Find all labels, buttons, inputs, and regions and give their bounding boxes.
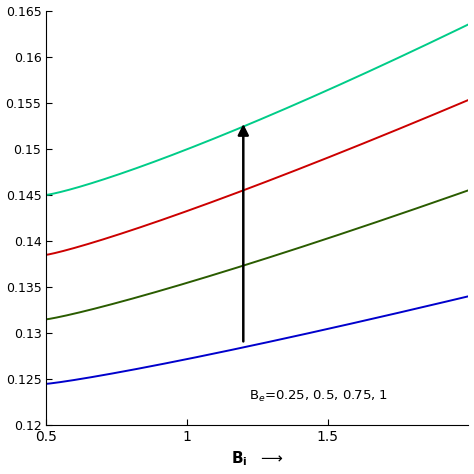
Text: B$_e$=0.25, 0.5, 0.75, 1: B$_e$=0.25, 0.5, 0.75, 1: [249, 389, 388, 403]
X-axis label: $\mathbf{B_i}$  $\longrightarrow$: $\mathbf{B_i}$ $\longrightarrow$: [231, 450, 283, 468]
